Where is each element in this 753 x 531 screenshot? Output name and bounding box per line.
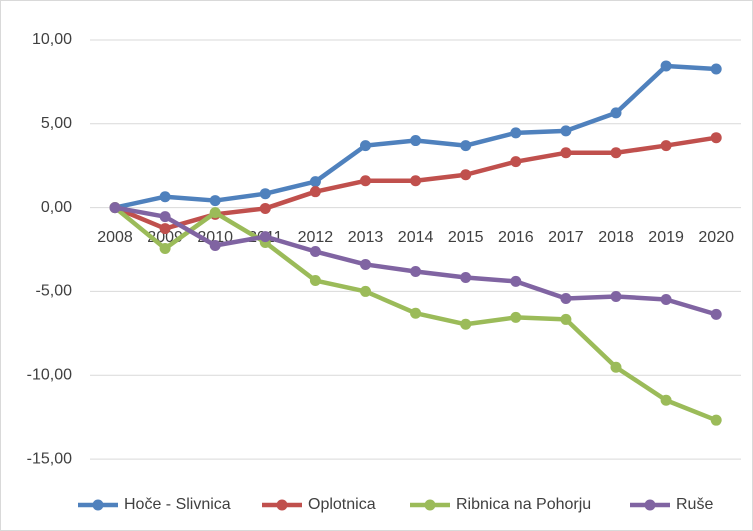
data-point <box>360 258 371 270</box>
data-point <box>610 361 622 373</box>
y-tick-label: 5,00 <box>41 115 72 132</box>
data-point <box>209 195 221 207</box>
data-point <box>410 307 422 319</box>
data-point <box>710 308 722 320</box>
y-tick-label: -15,00 <box>27 450 72 467</box>
data-point <box>209 207 221 219</box>
data-point <box>259 202 271 214</box>
data-point <box>360 285 371 297</box>
data-point <box>560 147 572 159</box>
y-tick-label: 0,00 <box>41 199 72 216</box>
x-tick-label: 2014 <box>398 229 434 246</box>
x-tick-label: 2016 <box>498 229 534 246</box>
data-point <box>159 243 171 255</box>
y-tick-label: 10,00 <box>32 31 72 48</box>
legend-label: Hoče - Slivnica <box>124 496 231 513</box>
data-point <box>259 188 271 200</box>
data-point <box>209 239 221 251</box>
data-point <box>660 293 672 305</box>
data-point <box>309 246 321 258</box>
data-point <box>460 272 472 284</box>
x-tick-label: 2015 <box>448 229 484 246</box>
data-point <box>560 313 572 325</box>
data-point <box>159 223 171 235</box>
data-point <box>259 231 271 243</box>
legend-marker <box>424 499 436 511</box>
legend-label: Ruše <box>676 496 713 513</box>
data-point <box>309 186 321 198</box>
x-tick-label: 2013 <box>348 229 384 246</box>
data-point <box>460 169 472 181</box>
data-point <box>710 63 722 75</box>
data-point <box>560 125 572 137</box>
data-point <box>660 394 672 406</box>
data-point <box>159 211 171 223</box>
y-tick-label: -5,00 <box>36 283 73 300</box>
data-point <box>510 156 522 168</box>
x-tick-label: 2018 <box>598 229 634 246</box>
data-point <box>560 292 572 304</box>
data-point <box>510 311 522 323</box>
legend-label: Oplotnica <box>308 496 376 513</box>
data-point <box>410 135 422 147</box>
data-point <box>510 275 522 287</box>
data-point <box>660 60 672 72</box>
data-point <box>360 175 371 187</box>
data-point <box>610 290 622 302</box>
data-point <box>710 132 722 144</box>
x-tick-label: 2008 <box>97 229 133 246</box>
data-point <box>610 107 622 119</box>
x-tick-label: 2012 <box>298 229 334 246</box>
data-point <box>309 275 321 287</box>
data-point <box>660 140 672 152</box>
data-point <box>159 191 171 203</box>
data-point <box>109 202 121 214</box>
data-point <box>460 140 472 152</box>
x-tick-label: 2019 <box>648 229 684 246</box>
data-point <box>360 140 371 152</box>
legend-label: Ribnica na Pohorju <box>456 496 591 513</box>
data-point <box>510 127 522 139</box>
y-tick-label: -10,00 <box>27 366 72 383</box>
data-point <box>610 147 622 159</box>
data-point <box>710 414 722 426</box>
legend-marker <box>92 499 104 511</box>
data-point <box>309 176 321 188</box>
x-tick-label: 2017 <box>548 229 584 246</box>
data-point <box>410 265 422 277</box>
legend-marker <box>644 499 656 511</box>
data-point <box>410 175 422 187</box>
legend-marker <box>276 499 288 511</box>
data-point <box>460 318 472 330</box>
x-tick-label: 2020 <box>698 229 734 246</box>
